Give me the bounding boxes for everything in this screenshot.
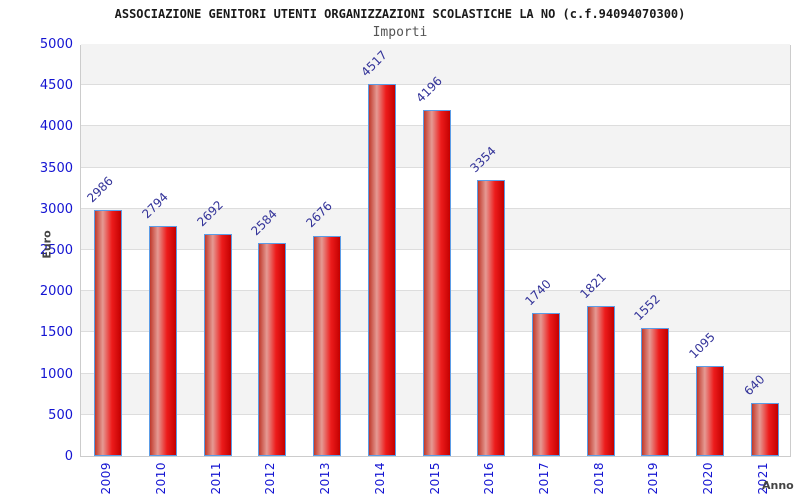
- bar-2014: [367, 83, 396, 456]
- y-tick-label: 2500: [39, 243, 73, 258]
- y-tick-label: 4500: [39, 78, 73, 94]
- y-tick-label: 1500: [39, 325, 73, 341]
- x-tick-label: 2017: [536, 462, 551, 495]
- plot-area: [80, 44, 791, 457]
- y-tick-label: 0: [64, 449, 73, 464]
- x-tick-label: 2014: [372, 462, 387, 495]
- x-tick-label: 2019: [646, 462, 661, 495]
- x-tick-label: 2016: [482, 462, 497, 495]
- bar-2017: [531, 312, 560, 456]
- bar-2009: [94, 209, 123, 456]
- gridline: [81, 84, 790, 86]
- bar-2011: [203, 234, 232, 456]
- x-tick-label: 2012: [263, 462, 278, 495]
- x-tick-label: 2015: [427, 462, 442, 495]
- x-axis-label: Anno: [762, 479, 794, 492]
- bar-2016: [477, 179, 506, 456]
- bar-2013: [313, 235, 342, 456]
- bar-2018: [586, 305, 615, 456]
- x-tick-label: 2018: [591, 462, 606, 495]
- x-tick-label: 2020: [700, 462, 715, 495]
- y-tick-label: 4000: [39, 119, 73, 135]
- bar-2019: [641, 328, 670, 456]
- y-tick-label: 5000: [39, 37, 73, 52]
- bar-2012: [258, 243, 287, 456]
- bar-2015: [422, 110, 451, 456]
- x-tick-label: 2010: [154, 462, 169, 495]
- chart-subtitle: Importi: [372, 25, 428, 40]
- y-tick-label: 2000: [39, 284, 73, 300]
- y-tick-label: 1000: [39, 366, 73, 382]
- x-tick-label: 2013: [318, 462, 333, 495]
- y-tick-label: 3000: [39, 201, 73, 217]
- bar-2010: [149, 225, 178, 456]
- plot-band: [81, 44, 790, 86]
- bar-2020: [695, 365, 724, 456]
- x-tick-label: 2009: [99, 462, 114, 495]
- y-axis-label: Euro: [40, 230, 54, 259]
- y-tick-label: 500: [48, 407, 73, 423]
- y-tick-label: 3500: [39, 160, 73, 176]
- bar-2021: [750, 403, 779, 456]
- x-tick-label: 2011: [208, 462, 223, 495]
- chart-title: ASSOCIAZIONE GENITORI UTENTI ORGANIZZAZI…: [114, 7, 686, 21]
